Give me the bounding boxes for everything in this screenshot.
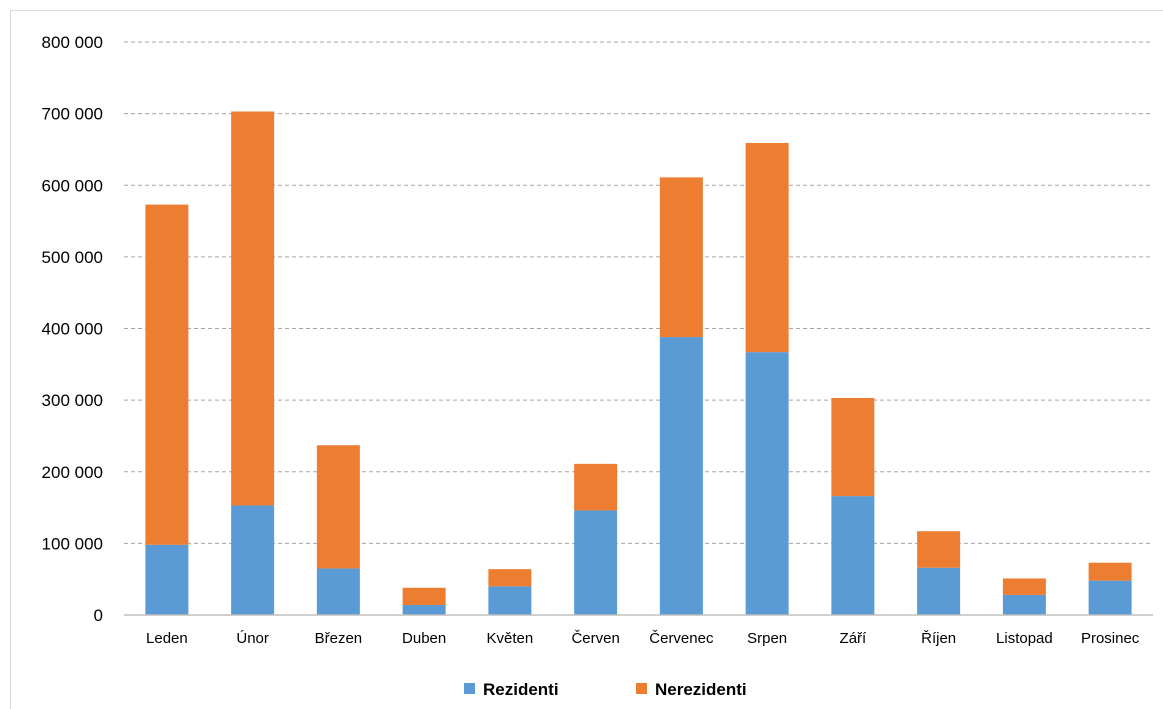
legend-swatch-rezidenti (464, 683, 475, 694)
bar-nerezidenti (231, 111, 275, 506)
y-axis-ticks: 0 100 000 200 000 300 000 400 000 500 000 600 … (42, 33, 103, 625)
bar-rezidenti (659, 337, 703, 615)
bar-nerezidenti (145, 204, 189, 545)
x-tick-label: Září (840, 630, 868, 647)
bar-rezidenti (1002, 594, 1046, 615)
chart-frame (10, 10, 1163, 709)
legend-swatch-nerezidenti (636, 683, 647, 694)
bar-nerezidenti (831, 397, 875, 497)
x-tick-label: Červenec (649, 630, 714, 647)
x-tick-label: Listopad (996, 630, 1053, 647)
bar-rezidenti (316, 568, 360, 615)
bar-rezidenti (488, 586, 532, 615)
bar-rezidenti (231, 505, 275, 615)
bar-nerezidenti (659, 177, 703, 338)
x-tick-label: Květen (487, 630, 534, 647)
bar-nerezidenti (745, 142, 789, 353)
bar-nerezidenti (1088, 562, 1132, 581)
legend-label-rezidenti: Rezidenti (483, 680, 559, 699)
y-tick-label: 200 000 (42, 463, 103, 482)
bar-nerezidenti (1002, 578, 1046, 595)
bar-nerezidenti (488, 569, 532, 587)
bar-nerezidenti (574, 463, 618, 511)
x-tick-label: Červen (571, 630, 619, 647)
x-axis-ticks: Leden Únor Březen Duben Květen Červen Červenec… (146, 630, 1140, 647)
x-tick-label: Prosinec (1081, 630, 1140, 647)
y-tick-label: 700 000 (42, 105, 103, 124)
bar-rezidenti (574, 510, 618, 615)
y-tick-label: 100 000 (42, 534, 103, 553)
bar-nerezidenti (917, 531, 961, 568)
y-tick-label: 500 000 (42, 248, 103, 267)
y-tick-label: 0 (94, 606, 103, 625)
legend: Rezidenti Nerezidenti (464, 680, 747, 699)
y-tick-label: 400 000 (42, 320, 103, 339)
bar-rezidenti (831, 496, 875, 615)
bar-rezidenti (402, 604, 446, 615)
x-tick-label: Únor (236, 630, 269, 647)
legend-label-nerezidenti: Nerezidenti (655, 680, 747, 699)
x-tick-label: Říjen (921, 630, 956, 647)
y-tick-label: 600 000 (42, 176, 103, 195)
bar-nerezidenti (316, 445, 360, 569)
x-tick-label: Leden (146, 630, 188, 647)
x-tick-label: Srpen (747, 630, 787, 647)
bars (145, 111, 1132, 615)
y-tick-label: 800 000 (42, 33, 103, 52)
bar-rezidenti (1088, 580, 1132, 615)
gridlines (124, 41, 1153, 544)
bar-nerezidenti (402, 587, 446, 605)
bar-rezidenti (745, 352, 789, 615)
bar-rezidenti (917, 567, 961, 615)
x-tick-label: Březen (315, 630, 363, 647)
y-tick-label: 300 000 (42, 391, 103, 410)
x-tick-label: Duben (402, 630, 446, 647)
bar-rezidenti (145, 544, 189, 615)
